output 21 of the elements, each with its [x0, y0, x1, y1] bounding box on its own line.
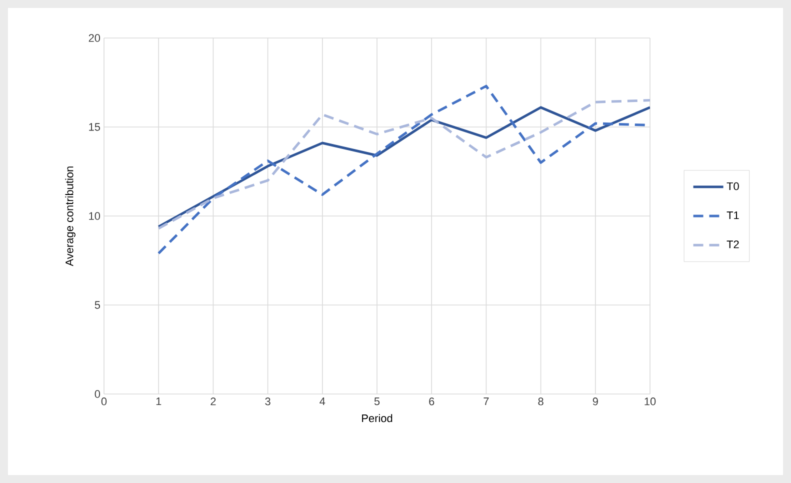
y-tick-label: 5: [94, 301, 100, 309]
x-tick-label: 8: [538, 398, 544, 406]
x-tick-label: 9: [592, 398, 598, 406]
x-tick-label: 7: [484, 398, 489, 406]
x-axis-title: Period: [362, 414, 392, 422]
y-tick-label: 15: [89, 123, 100, 131]
x-tick-label: 6: [429, 398, 434, 406]
y-tick-label: 10: [89, 212, 100, 220]
x-tick-label: 1: [156, 398, 162, 406]
y-tick-label: 20: [88, 34, 100, 42]
y-axis-title: Average contribution: [65, 166, 76, 266]
y-tick-label: 0: [94, 390, 100, 398]
x-tick-label: 0: [101, 398, 107, 406]
x-tick-label: 2: [210, 398, 216, 406]
x-tick-label: 4: [320, 398, 326, 406]
x-tick-label: 3: [265, 398, 270, 406]
x-tick-label: 5: [374, 398, 380, 406]
legend-label: T2: [726, 240, 739, 248]
legend-label: T1: [726, 211, 739, 220]
x-tick-label: 10: [644, 398, 656, 406]
legend-label: T0: [726, 182, 739, 190]
